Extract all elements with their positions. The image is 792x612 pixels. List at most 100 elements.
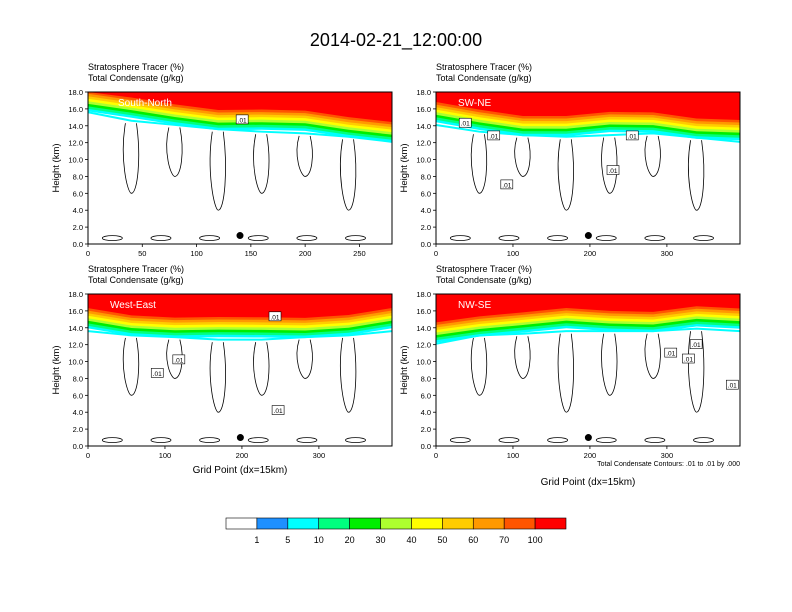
- y-tick-label: 16.0: [416, 307, 431, 316]
- y-tick-label: 16.0: [68, 307, 83, 316]
- condensate-contour: [470, 337, 488, 396]
- y-tick-label: 14.0: [68, 324, 83, 333]
- tracer-band: [88, 294, 392, 318]
- x-tick-label: 300: [661, 451, 674, 460]
- y-tick-label: 10.0: [416, 156, 431, 165]
- condensate-contour: [253, 342, 270, 396]
- panel-west-east: Stratosphere Tracer (%)Total Condensate …: [51, 264, 393, 476]
- condensate-contour: [601, 137, 618, 194]
- panel-nw-se: Stratosphere Tracer (%)Total Condensate …: [399, 264, 741, 488]
- condensate-contour: [688, 331, 705, 413]
- condensate-contour: [296, 135, 313, 177]
- panel-subtitle: Stratosphere Tracer (%): [88, 264, 184, 274]
- contour-label-box: [458, 117, 472, 128]
- x-tick-label: 100: [507, 249, 520, 258]
- condensate-contour: [644, 333, 661, 379]
- y-tick-label: 18.0: [416, 88, 431, 97]
- plot-area: .01 .01 .01 .01 West-East: [88, 294, 392, 446]
- y-tick-label: 2.0: [73, 425, 83, 434]
- y-tick-label: 14.0: [68, 122, 83, 131]
- y-tick-label: 12.0: [416, 139, 431, 148]
- y-tick-label: 8.0: [421, 374, 431, 383]
- y-tick-label: 2.0: [421, 425, 431, 434]
- y-axis-label: Height (km): [51, 143, 62, 192]
- contour-label: .01: [274, 408, 283, 415]
- section-label: South-North: [118, 98, 172, 109]
- condensate-contour: [470, 134, 488, 194]
- x-tick-label: 300: [661, 249, 674, 258]
- y-tick-label: 8.0: [421, 172, 431, 181]
- tracer-band: [436, 294, 740, 323]
- colorbar-label: 20: [345, 535, 355, 545]
- contour-label-box: [487, 130, 501, 141]
- x-tick-label: 100: [159, 451, 172, 460]
- contour-label-box: [172, 354, 186, 365]
- location-marker: [584, 434, 592, 442]
- panel-subtitle: Stratosphere Tracer (%): [88, 62, 184, 72]
- panel-sw-ne: Stratosphere Tracer (%)Total Condensate …: [399, 62, 741, 258]
- contour-label: .01: [608, 168, 617, 175]
- condensate-contour: [340, 139, 357, 211]
- y-tick-label: 8.0: [73, 172, 83, 181]
- location-marker: [236, 232, 244, 240]
- y-tick-label: 10.0: [68, 358, 83, 367]
- x-tick-label: 200: [584, 451, 597, 460]
- x-tick-label: 0: [86, 249, 90, 258]
- y-tick-label: 10.0: [416, 358, 431, 367]
- contour-label: .01: [270, 314, 279, 321]
- tracer-edge: [88, 330, 392, 341]
- x-tick-label: 200: [584, 249, 597, 258]
- x-axis-label: Grid Point (dx=15km): [193, 465, 288, 476]
- colorbar-swatch: [472, 517, 505, 530]
- surface-contour: [595, 437, 617, 443]
- y-tick-label: 6.0: [73, 391, 83, 400]
- x-tick-label: 50: [138, 249, 146, 258]
- condensate-contour: [296, 339, 313, 379]
- condensate-contour: [557, 139, 574, 211]
- contour-label-box: [664, 347, 678, 358]
- colorbar-label: 30: [376, 535, 386, 545]
- plot-frame: [87, 91, 393, 245]
- y-tick-label: 4.0: [421, 408, 431, 417]
- panel-subtitle: Stratosphere Tracer (%): [436, 264, 532, 274]
- surface-contour: [547, 437, 568, 443]
- y-tick-label: 18.0: [416, 290, 431, 299]
- y-tick-label: 16.0: [416, 105, 431, 114]
- colorbar-swatch: [503, 517, 536, 530]
- x-tick-label: 200: [299, 249, 312, 258]
- surface-contour: [547, 235, 568, 241]
- contour-label-box: [500, 179, 514, 190]
- surface-contour: [449, 437, 471, 443]
- surface-contour: [101, 235, 123, 241]
- x-tick-label: 0: [434, 451, 438, 460]
- contour-label-box: [682, 353, 695, 364]
- tracer-band: [436, 92, 740, 121]
- y-tick-label: 12.0: [416, 341, 431, 350]
- contour-label: .01: [728, 383, 737, 390]
- contour-label: .01: [238, 117, 247, 124]
- condensate-contour: [122, 123, 140, 194]
- section-label: NW-SE: [458, 300, 491, 311]
- figure-title: 2014-02-21_12:00:00: [309, 30, 483, 50]
- x-tick-label: 150: [245, 249, 258, 258]
- y-tick-label: 0.0: [421, 240, 431, 249]
- surface-contour: [498, 437, 520, 443]
- panel-subtitle-2: Total Condensate (g/kg): [88, 73, 184, 83]
- condensate-contour: [209, 342, 226, 413]
- contour-label-box: [625, 130, 639, 141]
- surface-contour: [247, 437, 269, 443]
- surface-contour: [296, 235, 318, 241]
- x-tick-label: 100: [190, 249, 203, 258]
- colorbar-label: 60: [468, 535, 478, 545]
- condensate-contour: [514, 137, 531, 177]
- colorbar-swatch: [318, 517, 350, 530]
- surface-contour: [101, 437, 123, 443]
- colorbar-label: 50: [437, 535, 447, 545]
- surface-contour: [345, 235, 366, 241]
- x-axis-label: Grid Point (dx=15km): [541, 477, 636, 488]
- contour-label-box: [689, 339, 703, 349]
- colorbar-label: 40: [406, 535, 416, 545]
- surface-contour: [150, 235, 172, 241]
- colorbar-label: 1: [254, 535, 259, 545]
- x-tick-label: 100: [507, 451, 520, 460]
